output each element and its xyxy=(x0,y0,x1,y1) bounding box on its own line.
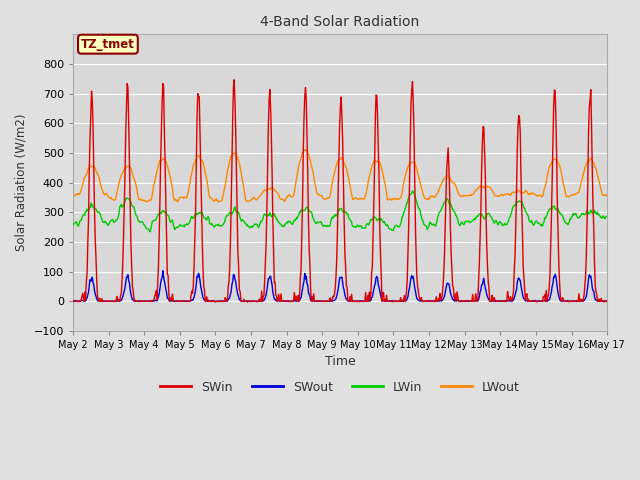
Y-axis label: Solar Radiation (W/m2): Solar Radiation (W/m2) xyxy=(15,114,28,252)
Text: TZ_tmet: TZ_tmet xyxy=(81,37,135,51)
Title: 4-Band Solar Radiation: 4-Band Solar Radiation xyxy=(260,15,420,29)
Legend: SWin, SWout, LWin, LWout: SWin, SWout, LWin, LWout xyxy=(155,376,525,399)
X-axis label: Time: Time xyxy=(324,355,355,369)
